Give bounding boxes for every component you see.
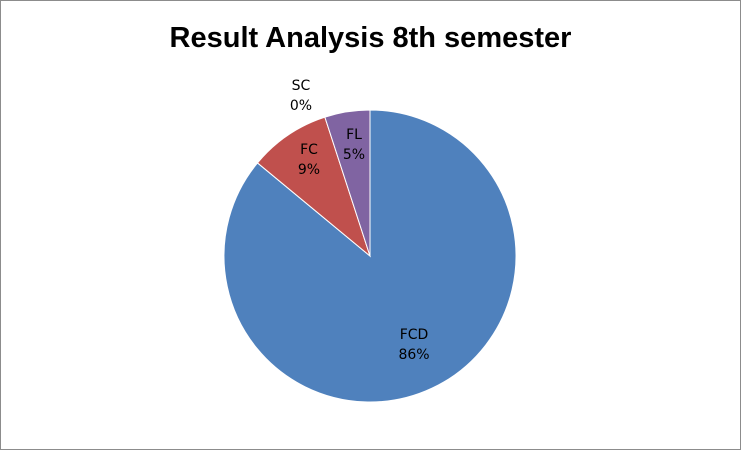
slice-percent-fl: 5% bbox=[343, 147, 365, 163]
pie-slice-fl bbox=[324, 109, 371, 257]
slice-percent-fc: 9% bbox=[298, 162, 320, 178]
chart-title: Result Analysis 8th semester bbox=[169, 22, 572, 54]
pie-slice-fc bbox=[256, 116, 372, 258]
slice-name-sc: SC bbox=[292, 78, 311, 94]
slice-percent-fcd: 86% bbox=[398, 347, 429, 363]
slice-name-fcd: FCD bbox=[400, 327, 429, 343]
slice-name-fl: FL bbox=[346, 127, 362, 143]
slice-percent-sc: 0% bbox=[290, 98, 312, 114]
slice-name-fc: FC bbox=[300, 142, 318, 158]
